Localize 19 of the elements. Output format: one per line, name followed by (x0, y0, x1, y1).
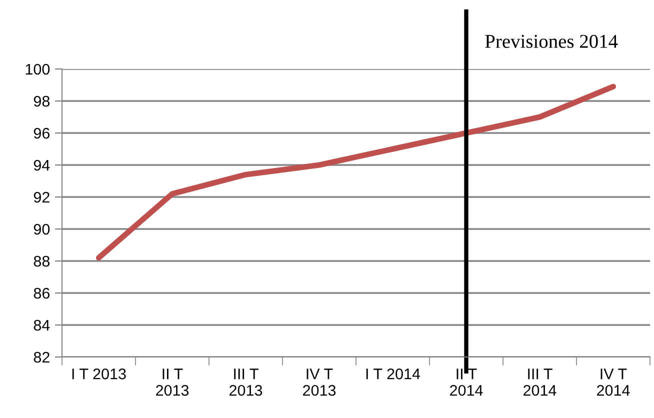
y-tick-label: 90 (34, 224, 50, 235)
x-tick-label: IV T 2014 (597, 368, 630, 396)
x-tick-label: I T 2014 (366, 368, 420, 380)
y-tick-label: 84 (34, 320, 50, 331)
x-tick-label: II T 2014 (450, 368, 483, 396)
y-tick-label: 94 (34, 160, 50, 171)
x-tick-label: III T 2014 (524, 368, 556, 396)
y-tick-label: 100 (26, 64, 50, 75)
y-tick-label: 96 (34, 128, 50, 139)
y-tick-label: 82 (34, 352, 50, 363)
x-tick-label: IV T 2013 (303, 368, 336, 396)
x-tick-label: III T 2013 (230, 368, 262, 396)
x-tick-label: II T 2013 (156, 368, 189, 396)
y-tick-label: 86 (34, 288, 50, 299)
ref-line-label: Previsiones 2014 (485, 34, 618, 48)
x-tick-label: I T 2013 (72, 368, 126, 380)
y-tick-label: 88 (34, 256, 50, 267)
y-tick-label: 92 (34, 192, 50, 203)
y-tick-label: 98 (34, 96, 50, 107)
